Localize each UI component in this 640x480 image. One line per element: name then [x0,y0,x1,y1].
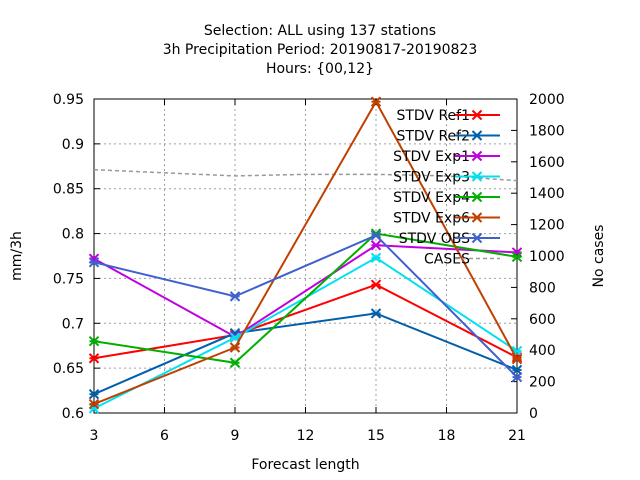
x-tick-label: 9 [231,428,240,444]
y2-tick-label: 1200 [529,218,565,234]
data-point [370,252,382,264]
chart-titles: Selection: ALL using 137 stations 3h Prec… [163,23,478,77]
y-tick-label: 0.85 [53,182,84,198]
legend-marker [471,109,483,121]
y2-tick-label: 1000 [529,249,565,265]
y2-tick-label: 600 [529,312,556,328]
x-tick-label: 6 [160,428,169,444]
data-point [229,357,241,368]
legend-label: STDV Exp4 [393,190,470,206]
y-tick-label: 0.6 [62,406,84,422]
legend-label: STDV Exp6 [393,211,470,227]
series-line-stdv-exp1 [93,244,518,338]
data-point [370,308,382,319]
legend-label: STDV OBS [399,231,470,247]
legend-label: STDV Exp3 [393,170,470,186]
y2-tick-label: 200 [529,375,556,391]
y2-tick-label: 1400 [529,186,565,202]
data-point [88,398,100,410]
x-tick-label: 21 [508,428,526,444]
legend-label: STDV Ref1 [396,108,470,124]
series-line-stdv-exp4 [93,232,518,364]
data-point [88,353,100,364]
y-tick-label: 0.75 [53,271,84,287]
data-point [229,342,241,353]
data-point [88,403,100,414]
data-point [88,257,100,268]
y2-tick-label: 1800 [529,123,565,139]
y2-tick-label: 800 [529,280,556,296]
series-line-cases [93,168,518,182]
y2-axis-label: No cases [591,225,607,288]
legend-marker [471,232,483,244]
legend-marker [471,130,483,141]
x-axis-label: Forecast length [251,457,359,473]
chart-title-line-3: Hours: {00,12} [266,61,374,77]
y-tick-label: 0.7 [62,316,84,332]
y-tick-label: 0.9 [62,137,84,153]
legend-label: STDV Exp1 [393,149,470,165]
chart-title-line-2: 3h Precipitation Period: 20190817-201908… [163,42,478,58]
data-point [511,353,523,365]
series-layer [88,96,523,414]
legend-marker [471,191,483,203]
data-point [229,291,241,302]
x-tick-label: 15 [367,428,385,444]
data-point [511,371,523,383]
data-point [370,96,382,107]
x-tick-label: 18 [438,428,456,444]
legend-marker [471,171,483,182]
legend-marker [471,212,483,223]
series-line-stdv-ref1 [93,283,518,360]
y2-tick-label: 400 [529,343,556,359]
legend: STDV Ref1 STDV Ref2 STDV Exp1 STDV Exp3 STDV… [393,108,500,268]
data-point [370,279,382,290]
data-point [370,230,382,241]
chart-title-line-1: Selection: ALL using 137 stations [204,23,436,39]
y-tick-label: 0.95 [53,92,84,108]
y-axis-label: mm/3h [9,231,25,281]
legend-marker [471,150,483,162]
y2-tick-label: 1600 [529,155,565,171]
series-line-stdv-exp6 [93,99,518,405]
y2-tick-label: 0 [529,406,538,422]
y-tick-label: 0.65 [53,361,84,377]
x-tick-label: 12 [297,428,315,444]
legend-label: CASES [424,252,470,268]
y2-tick-label: 2000 [529,92,565,108]
data-point [88,336,100,347]
y-tick-label: 0.8 [62,227,84,243]
series-line-stdv-obs [93,234,518,378]
series-line-stdv-ref2 [93,312,518,396]
data-point [511,251,523,263]
legend-label: STDV Ref2 [396,129,470,145]
data-point [88,388,100,400]
data-point [370,240,382,251]
x-tick-label: 3 [90,428,99,444]
axis-ticks: 0.6 0.65 0.7 0.75 0.8 0.85 0.9 0.95 0 200 400 600 80… [53,92,565,444]
